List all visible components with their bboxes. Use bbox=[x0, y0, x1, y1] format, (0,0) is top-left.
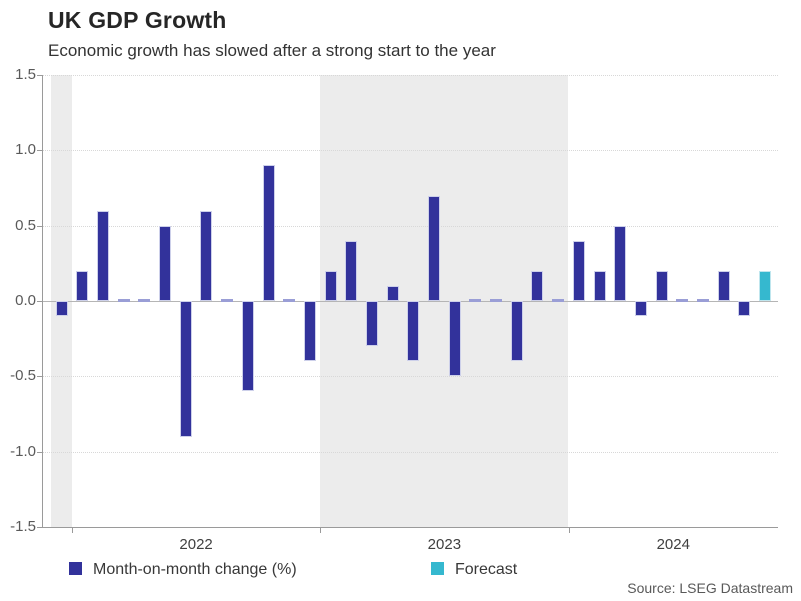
x-year-label: 2023 bbox=[427, 536, 462, 553]
bar-dec-2022 bbox=[303, 301, 316, 362]
y-axis-line bbox=[42, 75, 43, 528]
x-year-label: 2022 bbox=[179, 536, 213, 553]
bar-oct-2022 bbox=[262, 165, 275, 301]
grid-line bbox=[43, 225, 778, 227]
bar-apr-2023 bbox=[386, 285, 399, 301]
x-axis-tick bbox=[568, 528, 570, 533]
legend-swatch-mom-change bbox=[69, 562, 82, 575]
grid-line bbox=[43, 150, 778, 152]
plot-area bbox=[43, 75, 778, 528]
legend-swatch-forecast bbox=[431, 562, 444, 575]
chart-subtitle: Economic growth has slowed after a stron… bbox=[48, 41, 496, 60]
bar-apr-2022 bbox=[138, 299, 151, 302]
bar-jun-2022 bbox=[179, 301, 192, 437]
bar-sep-2023 bbox=[490, 299, 503, 302]
y-tick-label: 1.0 bbox=[15, 141, 36, 159]
bar-aug-2022 bbox=[221, 299, 234, 302]
bar-jul-2024 bbox=[696, 299, 709, 302]
y-axis-tick bbox=[37, 225, 42, 227]
bar-oct-2023 bbox=[510, 301, 523, 362]
y-tick-label: -1.0 bbox=[10, 442, 36, 460]
y-axis-tick bbox=[37, 527, 42, 528]
bar-mar-2023 bbox=[365, 301, 378, 347]
legend-label-mom-change: Month-on-month change (%) bbox=[93, 561, 297, 578]
bar-may-2023 bbox=[407, 301, 420, 362]
x-axis-line bbox=[42, 527, 778, 528]
y-tick-label: -1.5 bbox=[10, 518, 36, 535]
bar-feb-2024 bbox=[593, 270, 606, 301]
y-tick-label: 0.5 bbox=[15, 216, 36, 234]
bar-may-2022 bbox=[159, 225, 172, 301]
bar-jan-2022 bbox=[76, 270, 89, 301]
bar-may-2024 bbox=[655, 270, 668, 301]
bar-jul-2022 bbox=[200, 210, 213, 301]
y-tick-label: -0.5 bbox=[10, 367, 36, 385]
bar-aug-2023 bbox=[469, 299, 482, 302]
bar-nov-2022 bbox=[283, 299, 296, 302]
bar-mar-2024 bbox=[614, 225, 627, 301]
y-axis-tick bbox=[37, 376, 42, 378]
bar-dec-2021 bbox=[55, 301, 68, 317]
x-axis-tick bbox=[320, 528, 322, 533]
bar-jan-2023 bbox=[324, 270, 337, 301]
y-tick-label: 1.5 bbox=[15, 65, 36, 83]
bar-jul-2023 bbox=[448, 301, 461, 377]
chart-title: UK GDP Growth bbox=[48, 7, 227, 33]
bar-mar-2022 bbox=[117, 299, 130, 302]
y-axis-tick bbox=[37, 74, 42, 76]
y-axis-tick bbox=[37, 301, 42, 302]
bar-nov-2023 bbox=[531, 270, 544, 301]
legend-label-forecast: Forecast bbox=[455, 561, 518, 578]
bar-sep-2024 bbox=[738, 301, 751, 317]
grid-line bbox=[43, 75, 778, 76]
grid-line bbox=[43, 451, 778, 453]
y-axis-tick bbox=[37, 451, 42, 453]
bar-sep-2022 bbox=[241, 301, 254, 392]
y-tick-label: 0.0 bbox=[15, 292, 36, 309]
x-year-label: 2024 bbox=[656, 536, 690, 553]
bar-aug-2024 bbox=[717, 270, 730, 301]
x-axis-tick bbox=[71, 528, 73, 533]
bar-feb-2022 bbox=[96, 210, 109, 301]
grid-line bbox=[43, 376, 778, 378]
y-axis-tick bbox=[37, 150, 42, 152]
bar-jun-2024 bbox=[676, 299, 689, 302]
bar-apr-2024 bbox=[634, 301, 647, 317]
bar-jan-2024 bbox=[572, 240, 585, 301]
bar-feb-2023 bbox=[345, 240, 358, 301]
bar-dec-2023 bbox=[552, 299, 565, 302]
bar-jun-2023 bbox=[428, 195, 441, 301]
source-note: Source: LSEG Datastream bbox=[627, 580, 793, 596]
bar-oct-2024-forecast bbox=[759, 270, 772, 301]
